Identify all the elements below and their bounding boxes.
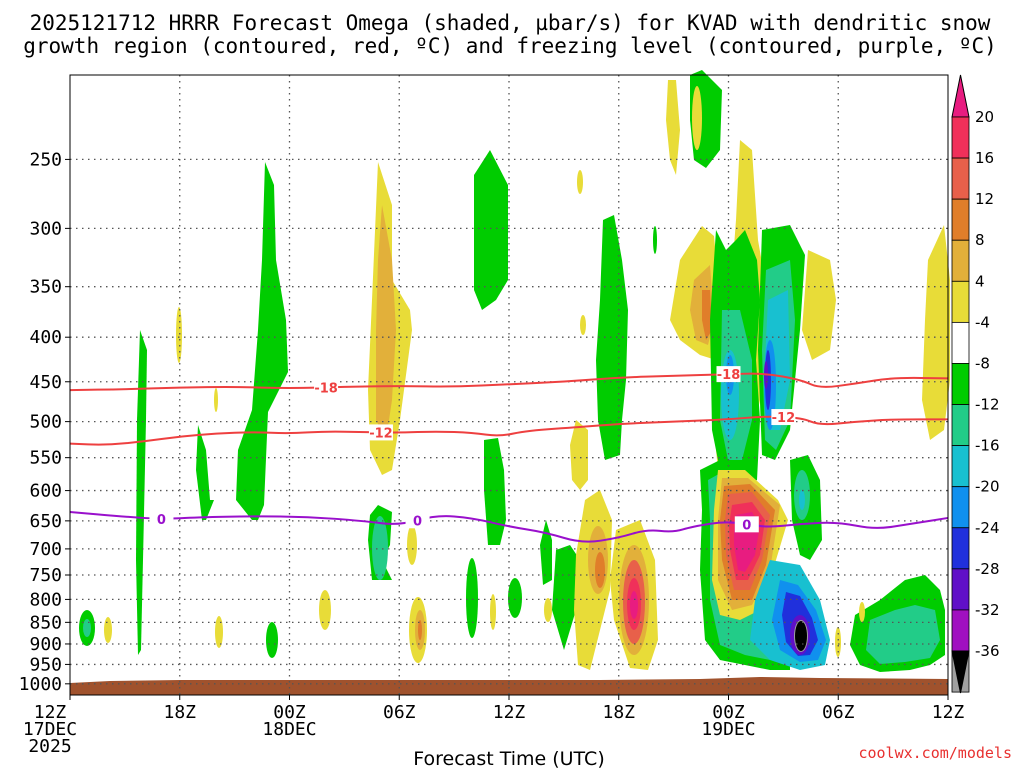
- colorbar-label: 20: [975, 108, 994, 126]
- y-tick-label: 1000: [19, 674, 62, 695]
- colorbar-label: -4: [975, 313, 990, 331]
- x-tick-label: 18Z: [602, 702, 635, 723]
- colorbar-segment: [951, 527, 970, 570]
- colorbar-label: 4: [975, 272, 985, 290]
- x-tick-label: 18DEC: [262, 719, 316, 740]
- contour-label-bg: [405, 512, 430, 529]
- colorbar-top-arrow: [951, 74, 970, 118]
- contour-label: -12: [772, 411, 796, 426]
- chart-title-line-1: 2025121712 HRRR Forecast Omega (shaded, …: [30, 11, 991, 35]
- terrain: [70, 677, 948, 695]
- colorbar-segment: [951, 445, 970, 488]
- colorbar-segment: [951, 157, 970, 200]
- credit-link[interactable]: coolwx.com/models: [858, 744, 1012, 762]
- colorbar-segment: [951, 568, 970, 611]
- colorbar-label: -36: [975, 642, 1000, 660]
- y-tick-label: 550: [29, 448, 62, 469]
- y-tick-label: 750: [29, 565, 62, 586]
- colorbar-segment: [951, 116, 970, 159]
- x-tick-label: 12Z: [493, 702, 526, 723]
- y-tick-label: 700: [29, 539, 62, 560]
- y-tick-label: 950: [29, 654, 62, 675]
- y-tick-label: 850: [29, 612, 62, 633]
- colorbar-segment: [951, 363, 970, 405]
- contours: -18 -18 -12 -12 0 0 0: [69, 366, 949, 543]
- x-tick-label: 06Z: [383, 702, 416, 723]
- y-tick-label: 400: [29, 327, 62, 348]
- colorbar: 20 16 12 8 4 -4 -8 -12 -16 -20 -24 -28 -32 -36: [951, 74, 1000, 694]
- contour-label: -12: [369, 426, 393, 441]
- x-tick-label: 17DEC: [23, 719, 77, 740]
- colorbar-label: -20: [975, 478, 1000, 496]
- colorbar-segment: [951, 609, 970, 652]
- colorbar-segment: [951, 198, 970, 241]
- chart-title-line-2: growth region (contoured, red, ºC) and f…: [23, 34, 997, 58]
- contour-label-bg: [149, 511, 174, 528]
- contour-label-bg: [314, 379, 339, 396]
- contour-label: 0: [413, 514, 422, 529]
- y-tick-label: 350: [29, 277, 62, 298]
- colorbar-bottom-arrow: [951, 650, 970, 694]
- colorbar-label: -24: [975, 519, 1000, 537]
- contour-label: -18: [314, 381, 338, 396]
- contour-label-bg: [368, 424, 393, 441]
- colorbar-label: 12: [975, 190, 994, 208]
- colorbar-label: -28: [975, 560, 1000, 578]
- x-tick-label: 19DEC: [701, 719, 755, 740]
- contour-label-bg: [771, 409, 796, 426]
- grid: [70, 75, 948, 695]
- x-tick-label: 06Z: [822, 702, 855, 723]
- colorbar-segment: [951, 321, 970, 364]
- colorbar-segment: [951, 404, 970, 447]
- y-tick-label: 600: [29, 481, 62, 502]
- y-tick-label: 300: [29, 218, 62, 239]
- contour-label-bg: [716, 366, 741, 383]
- colorbar-label: -16: [975, 437, 1000, 455]
- x-tick-label: 2025: [28, 736, 71, 757]
- colorbar-label: 16: [975, 149, 994, 167]
- y-tick-label: 500: [29, 412, 62, 433]
- y-tick-label: 650: [29, 511, 62, 532]
- y-tick-label: 900: [29, 634, 62, 655]
- contour-freezing-level: [69, 511, 949, 543]
- x-tick-label: 18Z: [163, 702, 196, 723]
- colorbar-label: -32: [975, 601, 1000, 619]
- x-axis-label: Forecast Time (UTC): [413, 748, 604, 768]
- x-tick-label: 12Z: [932, 702, 965, 723]
- contour-label-bg: [734, 516, 759, 533]
- y-tick-label: 250: [29, 149, 62, 170]
- contour-label: -18: [717, 368, 741, 383]
- colorbar-segment: [951, 486, 970, 529]
- contour-label: 0: [742, 518, 751, 533]
- y-tick-label: 450: [29, 372, 62, 393]
- contour-dgz-minus18: [69, 372, 949, 392]
- contour-label: 0: [157, 513, 166, 528]
- x-tick-label: 00Z: [712, 702, 745, 723]
- colorbar-label: -8: [975, 354, 990, 372]
- colorbar-label: 8: [975, 231, 985, 249]
- y-axis: 2503003504004505005506006507007508008509…: [19, 149, 70, 695]
- colorbar-segment: [951, 239, 970, 282]
- omega-shading: [79, 70, 950, 672]
- y-tick-label: 800: [29, 589, 62, 610]
- colorbar-segment: [951, 280, 970, 323]
- colorbar-label: -12: [975, 396, 1000, 414]
- x-tick-label: 12Z: [34, 702, 67, 723]
- x-tick-label: 00Z: [273, 702, 306, 723]
